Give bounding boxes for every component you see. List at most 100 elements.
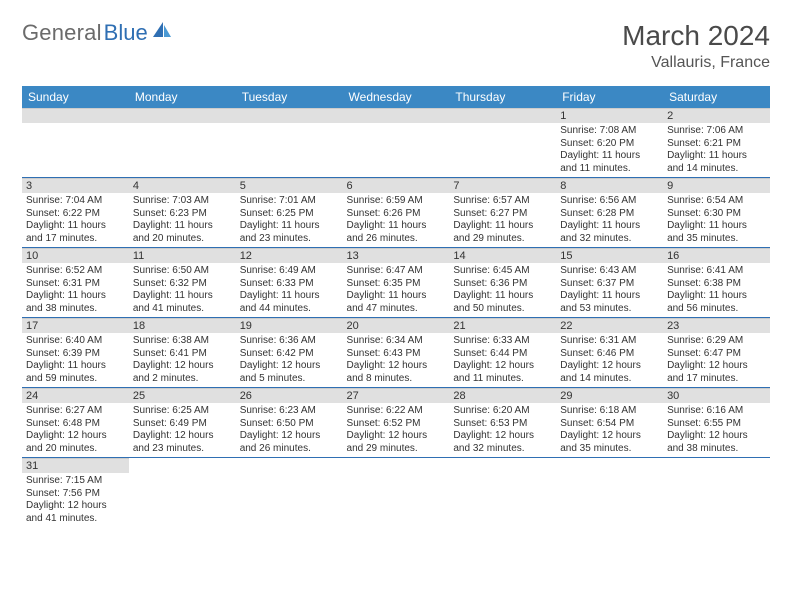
calendar-cell: 31 Sunrise: 7:15 AMSunset: 7:56 PMDayligh… — [22, 458, 129, 528]
calendar-cell: 15Sunrise: 6:43 AMSunset: 6:37 PMDayligh… — [556, 248, 663, 318]
sunset-text: Sunset: 6:37 PM — [560, 278, 659, 291]
sunrise-text: Sunrise: 6:29 AM — [667, 335, 766, 348]
calendar-cell: 1Sunrise: 7:08 AMSunset: 6:20 PMDaylight… — [556, 108, 663, 178]
calendar-cell: 21Sunrise: 6:33 AMSunset: 6:44 PMDayligh… — [449, 318, 556, 388]
sunrise-text: Sunrise: 6:34 AM — [347, 335, 446, 348]
calendar-cell: 26Sunrise: 6:23 AMSunset: 6:50 PMDayligh… — [236, 388, 343, 458]
daylight-text: Daylight: 11 hours and 53 minutes. — [560, 290, 659, 315]
sunset-text: Sunset: 6:23 PM — [133, 208, 232, 221]
daylight-text: Daylight: 11 hours and 14 minutes. — [667, 150, 766, 175]
sunset-text: Sunset: 6:42 PM — [240, 348, 339, 361]
day-details: Sunrise: 6:29 AMSunset: 6:47 PMDaylight:… — [663, 333, 770, 387]
sunset-text: Sunset: 6:26 PM — [347, 208, 446, 221]
sunset-text: Sunset: 6:50 PM — [240, 418, 339, 431]
calendar-cell: 4Sunrise: 7:03 AMSunset: 6:23 PMDaylight… — [129, 178, 236, 248]
day-details — [129, 123, 236, 175]
daylight-text: Daylight: 12 hours and 17 minutes. — [667, 360, 766, 385]
day-number — [129, 108, 236, 123]
day-details: Sunrise: 6:20 AMSunset: 6:53 PMDaylight:… — [449, 403, 556, 457]
calendar-cell: 3Sunrise: 7:04 AMSunset: 6:22 PMDaylight… — [22, 178, 129, 248]
sunrise-text: Sunrise: 6:40 AM — [26, 335, 125, 348]
daylight-text: Daylight: 12 hours and 23 minutes. — [133, 430, 232, 455]
day-number: 6 — [343, 178, 450, 193]
sunrise-text: Sunrise: 6:36 AM — [240, 335, 339, 348]
sunset-text: Sunset: 6:25 PM — [240, 208, 339, 221]
calendar-cell: 6Sunrise: 6:59 AMSunset: 6:26 PMDaylight… — [343, 178, 450, 248]
daylight-text: Daylight: 12 hours and 8 minutes. — [347, 360, 446, 385]
day-details: Sunrise: 6:34 AMSunset: 6:43 PMDaylight:… — [343, 333, 450, 387]
calendar-cell — [236, 108, 343, 178]
sunset-text: Sunset: 6:44 PM — [453, 348, 552, 361]
sunrise-text: Sunrise: 7:15 AM — [26, 475, 125, 488]
sunset-text: Sunset: 6:46 PM — [560, 348, 659, 361]
calendar-cell: 29Sunrise: 6:18 AMSunset: 6:54 PMDayligh… — [556, 388, 663, 458]
calendar-cell — [343, 108, 450, 178]
daylight-text: Daylight: 12 hours and 41 minutes. — [26, 500, 125, 525]
calendar-cell — [556, 458, 663, 528]
day-details: Sunrise: 7:06 AMSunset: 6:21 PMDaylight:… — [663, 123, 770, 177]
location-subtitle: Vallauris, France — [622, 54, 770, 72]
sunrise-text: Sunrise: 6:20 AM — [453, 405, 552, 418]
day-number: 26 — [236, 388, 343, 403]
sail-icon — [152, 21, 174, 39]
daylight-text: Daylight: 11 hours and 11 minutes. — [560, 150, 659, 175]
sunset-text: Sunset: 6:48 PM — [26, 418, 125, 431]
sunrise-text: Sunrise: 7:01 AM — [240, 195, 339, 208]
sunrise-text: Sunrise: 6:43 AM — [560, 265, 659, 278]
daylight-text: Daylight: 11 hours and 23 minutes. — [240, 220, 339, 245]
weekday-header: Wednesday — [343, 86, 450, 108]
day-number — [343, 108, 450, 123]
calendar-cell: 2Sunrise: 7:06 AMSunset: 6:21 PMDaylight… — [663, 108, 770, 178]
day-details: Sunrise: 6:59 AMSunset: 6:26 PMDaylight:… — [343, 193, 450, 247]
weekday-header: Tuesday — [236, 86, 343, 108]
day-number: 9 — [663, 178, 770, 193]
day-details: Sunrise: 6:47 AMSunset: 6:35 PMDaylight:… — [343, 263, 450, 317]
day-details — [449, 123, 556, 175]
sunrise-text: Sunrise: 6:47 AM — [347, 265, 446, 278]
day-number: 30 — [663, 388, 770, 403]
calendar-cell: 17Sunrise: 6:40 AMSunset: 6:39 PMDayligh… — [22, 318, 129, 388]
day-number: 29 — [556, 388, 663, 403]
calendar-cell: 24Sunrise: 6:27 AMSunset: 6:48 PMDayligh… — [22, 388, 129, 458]
day-number: 23 — [663, 318, 770, 333]
sunrise-text: Sunrise: 6:25 AM — [133, 405, 232, 418]
calendar-cell — [129, 108, 236, 178]
daylight-text: Daylight: 11 hours and 56 minutes. — [667, 290, 766, 315]
day-number: 20 — [343, 318, 450, 333]
calendar-page: GeneralBlue March 2024 Vallauris, France… — [0, 0, 792, 547]
sunset-text: Sunset: 7:56 PM — [26, 488, 125, 501]
sunset-text: Sunset: 6:38 PM — [667, 278, 766, 291]
sunset-text: Sunset: 6:55 PM — [667, 418, 766, 431]
day-number: 31 — [22, 458, 129, 473]
day-number: 5 — [236, 178, 343, 193]
calendar-cell: 22Sunrise: 6:31 AMSunset: 6:46 PMDayligh… — [556, 318, 663, 388]
day-details: Sunrise: 6:45 AMSunset: 6:36 PMDaylight:… — [449, 263, 556, 317]
sunset-text: Sunset: 6:20 PM — [560, 138, 659, 151]
sunset-text: Sunset: 6:49 PM — [133, 418, 232, 431]
day-details: Sunrise: 7:04 AMSunset: 6:22 PMDaylight:… — [22, 193, 129, 247]
daylight-text: Daylight: 12 hours and 11 minutes. — [453, 360, 552, 385]
sunset-text: Sunset: 6:54 PM — [560, 418, 659, 431]
daylight-text: Daylight: 12 hours and 2 minutes. — [133, 360, 232, 385]
day-number: 24 — [22, 388, 129, 403]
calendar-cell: 13Sunrise: 6:47 AMSunset: 6:35 PMDayligh… — [343, 248, 450, 318]
sunrise-text: Sunrise: 6:33 AM — [453, 335, 552, 348]
day-number: 13 — [343, 248, 450, 263]
day-number — [236, 108, 343, 123]
day-number — [449, 108, 556, 123]
daylight-text: Daylight: 12 hours and 26 minutes. — [240, 430, 339, 455]
day-details: Sunrise: 6:36 AMSunset: 6:42 PMDaylight:… — [236, 333, 343, 387]
brand-logo: GeneralBlue — [22, 20, 174, 46]
sunrise-text: Sunrise: 6:56 AM — [560, 195, 659, 208]
sunrise-text: Sunrise: 6:52 AM — [26, 265, 125, 278]
daylight-text: Daylight: 12 hours and 29 minutes. — [347, 430, 446, 455]
calendar-cell: 12Sunrise: 6:49 AMSunset: 6:33 PMDayligh… — [236, 248, 343, 318]
sunset-text: Sunset: 6:27 PM — [453, 208, 552, 221]
sunrise-text: Sunrise: 6:50 AM — [133, 265, 232, 278]
sunset-text: Sunset: 6:36 PM — [453, 278, 552, 291]
calendar-cell: 27Sunrise: 6:22 AMSunset: 6:52 PMDayligh… — [343, 388, 450, 458]
day-details: Sunrise: 6:27 AMSunset: 6:48 PMDaylight:… — [22, 403, 129, 457]
calendar-header-row: Sunday Monday Tuesday Wednesday Thursday… — [22, 86, 770, 108]
sunrise-text: Sunrise: 6:57 AM — [453, 195, 552, 208]
calendar-body: 1Sunrise: 7:08 AMSunset: 6:20 PMDaylight… — [22, 108, 770, 527]
